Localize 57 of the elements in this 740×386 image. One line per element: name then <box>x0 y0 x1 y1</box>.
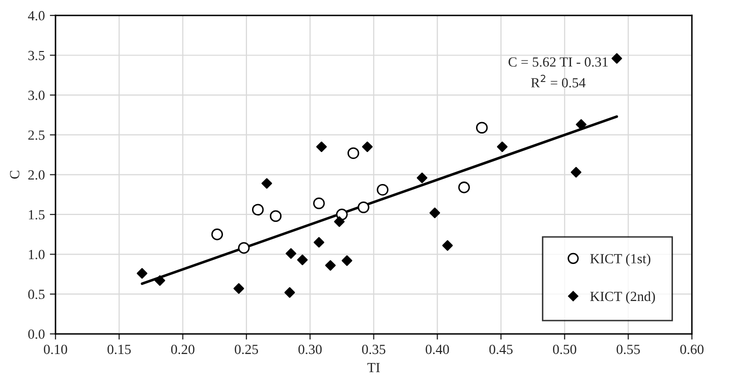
y-tick-label: 1.0 <box>28 250 45 260</box>
legend-label: KICT (1st) <box>590 254 650 266</box>
point <box>336 208 348 220</box>
point <box>154 275 166 286</box>
point <box>211 228 223 240</box>
point <box>347 147 360 160</box>
point <box>316 142 327 152</box>
point <box>612 53 622 64</box>
point <box>313 197 325 210</box>
y-tick-label: 0.5 <box>28 290 45 300</box>
y-tick-label: 2.0 <box>28 170 45 180</box>
x-tick-label: 0.50 <box>552 344 576 354</box>
point <box>325 260 336 271</box>
point <box>261 178 272 189</box>
x-tick-label: 0.25 <box>234 344 258 354</box>
point <box>358 201 370 214</box>
x-tick-label: 0.60 <box>680 344 704 354</box>
point <box>297 254 308 266</box>
point <box>314 237 324 248</box>
point <box>284 287 295 298</box>
point <box>136 268 148 279</box>
x-tick-label: 0.35 <box>362 344 386 354</box>
point <box>416 172 428 184</box>
point <box>270 210 282 222</box>
point <box>238 242 250 254</box>
point <box>570 166 582 178</box>
point <box>286 248 296 259</box>
x-axis-title: TI <box>367 363 380 372</box>
x-tick-label: 0.30 <box>298 344 322 354</box>
point <box>252 204 264 216</box>
point <box>362 142 373 152</box>
y-tick-label: 4.0 <box>28 11 45 20</box>
x-tick-label: 0.40 <box>426 344 449 354</box>
legend-label: KICT (2nd) <box>590 291 655 304</box>
point <box>442 240 453 251</box>
annotation: R$^{2}$ = 0.54 <box>531 74 586 88</box>
point <box>233 283 244 294</box>
y-tick-label: 2.5 <box>28 130 45 140</box>
x-tick-label: 0.55 <box>616 344 640 354</box>
y-tick-label: 1.5 <box>28 210 45 220</box>
x-tick-label: 0.45 <box>489 344 513 354</box>
point <box>376 184 388 196</box>
point <box>576 119 586 130</box>
point <box>476 122 488 134</box>
y-tick-label: 0.0 <box>28 329 45 339</box>
y-tick-label: 3.0 <box>28 90 45 100</box>
point <box>496 142 508 152</box>
point <box>342 255 352 266</box>
y-axis-title: C <box>10 170 20 179</box>
y-tick-label: 3.5 <box>28 50 45 60</box>
point <box>429 208 440 218</box>
x-tick-label: 0.20 <box>171 344 194 354</box>
x-tick-label: 0.15 <box>108 344 131 354</box>
point <box>334 216 345 227</box>
annotation: C = 5.62 TI - 0.31 <box>508 57 608 67</box>
x-tick-label: 0.10 <box>44 344 68 354</box>
point <box>458 182 470 194</box>
